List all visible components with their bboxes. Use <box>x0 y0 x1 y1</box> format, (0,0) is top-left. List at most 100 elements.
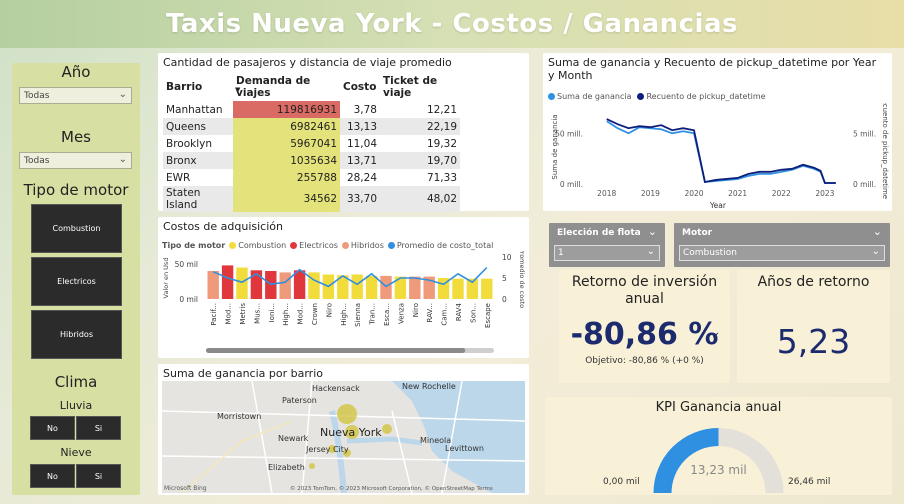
bar[interactable] <box>308 272 320 299</box>
map-bubble[interactable] <box>382 424 392 434</box>
bar[interactable] <box>380 275 392 299</box>
table-row[interactable]: Queens 6982461 13,13 22,19 <box>163 118 460 135</box>
cell-costo: 11,04 <box>346 137 377 150</box>
cell-costo: 28,24 <box>346 171 377 184</box>
legend-item-promedio[interactable]: Promedio de costo_total <box>387 241 493 250</box>
bar[interactable] <box>394 276 407 299</box>
chevron-down-icon[interactable]: ⌄ <box>872 225 882 238</box>
chevron-down-icon: ⌄ <box>118 154 127 165</box>
hibridos-button[interactable]: Hibridos <box>31 310 122 359</box>
col-header-demanda[interactable]: Demanda de viajes ▼ <box>233 73 340 101</box>
map-card: Suma de ganancia por barrio Hackensack N… <box>158 364 529 495</box>
x-tick-label: 2023 <box>815 189 834 198</box>
flota-select[interactable]: 1 ⌄ <box>554 245 660 261</box>
bar[interactable] <box>365 275 378 299</box>
flota-filter-label: Elección de flota <box>557 228 641 238</box>
bar[interactable] <box>437 278 450 299</box>
col-header-ticket[interactable]: Ticket de viaje <box>383 75 438 99</box>
cell-ticket: 71,33 <box>426 171 457 184</box>
y-axis-label: Suma de ganancia <box>551 114 559 179</box>
table-row[interactable]: EWR 255788 28,24 71,33 <box>163 169 460 186</box>
lluvia-si-button[interactable]: Si <box>76 416 121 440</box>
nieve-si-button[interactable]: Si <box>76 464 121 488</box>
lluvia-no-button[interactable]: No <box>30 416 75 440</box>
combustion-button[interactable]: Combustion <box>31 204 122 253</box>
table-row[interactable]: Bronx 1035634 13,71 19,70 <box>163 152 460 169</box>
map-bubble[interactable] <box>328 445 336 453</box>
bar[interactable] <box>452 278 464 299</box>
series-line-ganancia[interactable] <box>606 120 836 184</box>
legend-item-combustion[interactable]: Combustion <box>229 241 286 250</box>
table-row[interactable]: Brooklyn 5967041 11,04 19,32 <box>163 135 460 152</box>
map-bubble[interactable] <box>337 404 357 424</box>
map-attribution: © 2023 TomTom, © 2023 Microsoft Corporat… <box>290 485 493 492</box>
bar[interactable] <box>293 270 306 299</box>
legend-dot-icon <box>637 93 645 100</box>
x-tick-label: Esca... <box>383 303 391 326</box>
cell-ticket: 48,02 <box>380 186 460 212</box>
legend-item-recuento[interactable]: Recuento de pickup_datetime <box>637 92 766 101</box>
mes-dropdown[interactable]: Todas ⌄ <box>19 152 132 169</box>
legend-dot-icon <box>387 242 395 249</box>
bar[interactable] <box>423 276 435 299</box>
cell-ticket: 19,70 <box>380 152 460 169</box>
electricos-button[interactable]: Electricos <box>31 257 122 306</box>
col-header-costo[interactable]: Costo <box>343 81 377 93</box>
bar[interactable] <box>337 275 349 299</box>
bar[interactable] <box>409 276 421 299</box>
nieve-no-button[interactable]: No <box>30 464 75 488</box>
x-tick-label: 2020 <box>684 189 703 198</box>
x-tick-label: Mod... <box>297 303 305 324</box>
bar-chart-legend: Tipo de motor Combustion Electricos Hibr… <box>162 241 493 250</box>
sort-desc-icon: ▼ <box>235 86 241 94</box>
anio-value: Todas <box>24 91 50 101</box>
cell-barrio: Brooklyn <box>166 137 213 150</box>
bar[interactable] <box>221 265 234 299</box>
y2-tick-label: 0 <box>502 295 507 304</box>
bar-chart-title: Costos de adquisición <box>163 220 283 233</box>
scrollbar-thumb[interactable] <box>206 348 466 353</box>
legend-item-ganancia[interactable]: Suma de ganancia <box>548 92 631 101</box>
y2-tick-label: 5 mill. <box>853 129 876 138</box>
x-tick-label: Crown <box>311 303 319 325</box>
motor-select[interactable]: Combustion ⌄ <box>679 245 885 261</box>
bar[interactable] <box>279 272 291 299</box>
table-card: Cantidad de pasajeros y distancia de via… <box>158 53 529 212</box>
y-tick-label: 0 mill. <box>560 180 583 189</box>
x-tick-label: Son... <box>469 303 477 323</box>
col-header-barrio[interactable]: Barrio <box>166 81 203 93</box>
map-label: Mineola <box>420 436 451 445</box>
gauge-fill[interactable] <box>653 428 719 494</box>
bar[interactable] <box>207 271 219 299</box>
bar[interactable] <box>351 274 363 300</box>
series-line-promedio[interactable] <box>212 266 488 288</box>
y-axis-label: Valor en Usd <box>162 258 170 299</box>
map-bubble[interactable] <box>343 449 351 457</box>
map-view[interactable]: Hackensack New Rochelle Paterson Morrist… <box>162 381 525 493</box>
cell-demanda: 34562 <box>233 186 340 212</box>
page-title: Taxis Nueva York - Costos / Ganancias <box>166 9 738 39</box>
cell-demanda: 1035634 <box>233 152 340 169</box>
map-bubble[interactable] <box>345 425 359 439</box>
legend-dot-icon <box>290 242 298 249</box>
cell-demanda: 255788 <box>233 169 340 186</box>
x-tick-label: 2019 <box>641 189 660 198</box>
legend-item-electricos[interactable]: Electricos <box>290 241 338 250</box>
filter-sidebar: Año Todas ⌄ Mes Todas ⌄ Tipo de motor Co… <box>12 63 140 495</box>
map-bubble[interactable] <box>309 463 315 469</box>
x-tick-label: Ioni... <box>268 303 276 322</box>
bar[interactable] <box>481 278 493 299</box>
map-label: Elizabeth <box>268 463 305 472</box>
chevron-down-icon[interactable]: ⌄ <box>647 225 657 238</box>
series-line-recuento[interactable] <box>606 118 836 184</box>
cell-costo: 13,13 <box>340 118 380 135</box>
bar[interactable] <box>466 278 479 299</box>
bar[interactable] <box>250 270 263 299</box>
x-tick-label: High... <box>282 303 290 326</box>
y2-tick-label: 0 mill. <box>853 180 876 189</box>
bar[interactable] <box>236 267 248 300</box>
table-row[interactable]: Manhattan 119816931 3,78 12,21 <box>163 101 460 118</box>
anio-dropdown[interactable]: Todas ⌄ <box>19 87 132 104</box>
legend-item-hibridos[interactable]: Hibridos <box>341 241 384 250</box>
table-row[interactable]: Staten Island 34562 33,70 48,02 <box>163 186 460 212</box>
